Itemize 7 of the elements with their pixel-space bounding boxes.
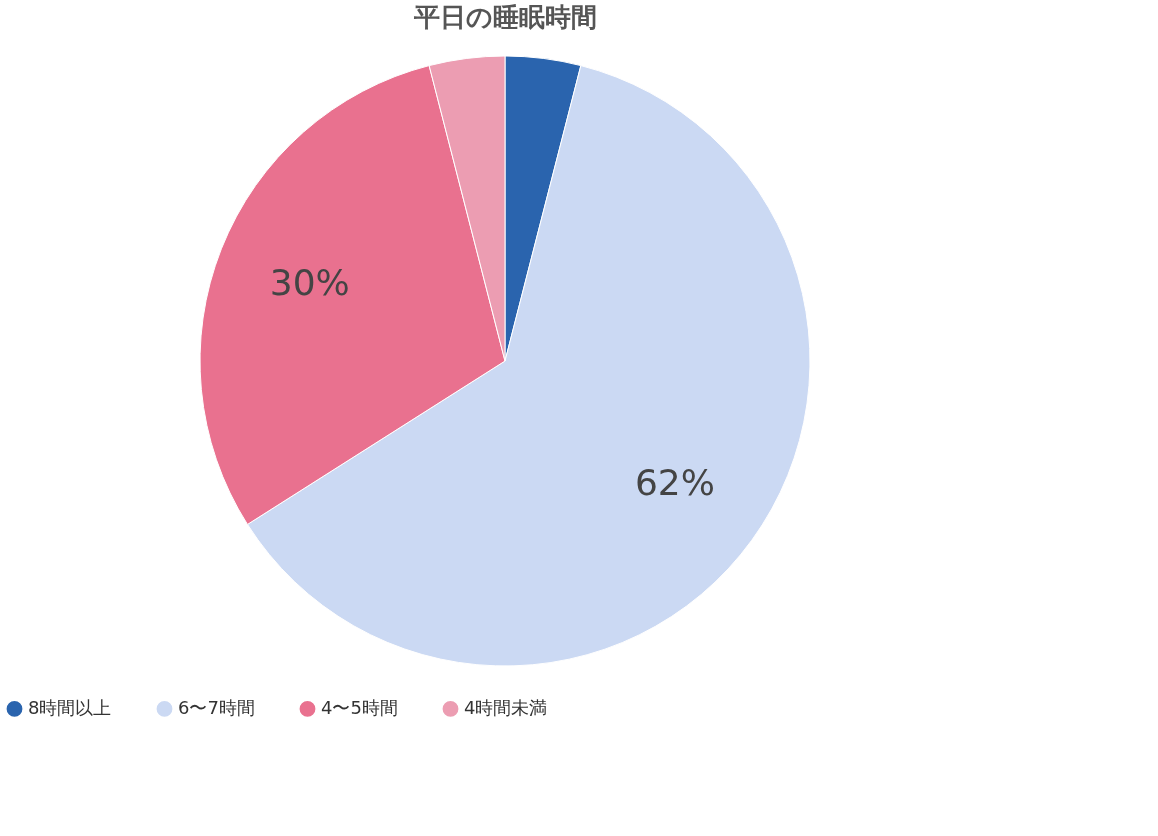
legend-label: 6〜7時間 [178,696,255,718]
legend-label: 4時間未満 [464,696,548,718]
legend-label: 8時間以上 [28,696,112,718]
data-label: 30% [269,261,350,303]
data-label: 62% [634,462,715,504]
legend-label: 4〜5時間 [321,696,398,718]
chart-title: 平日の睡眠時間 [412,2,597,32]
